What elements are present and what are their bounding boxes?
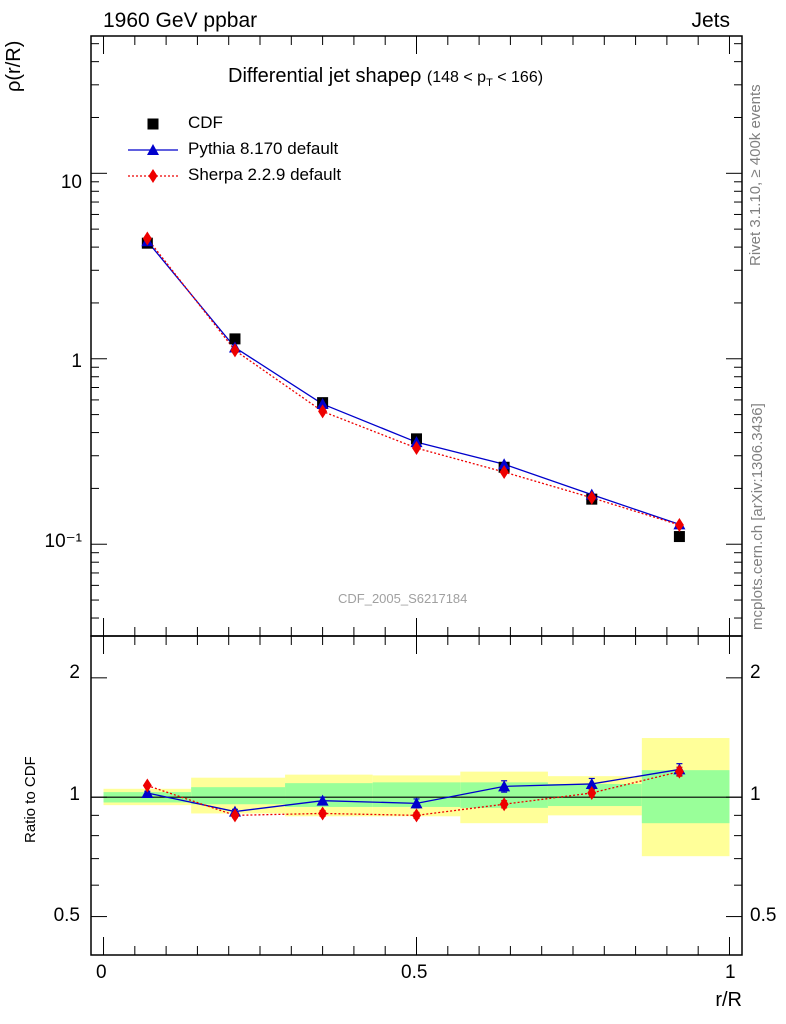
ratio-bands bbox=[91, 738, 742, 857]
sherpa-ratio-point bbox=[587, 785, 597, 800]
ratio-y-axis-label: Ratio to CDF bbox=[22, 756, 39, 843]
pythia-ratio-point bbox=[410, 797, 423, 809]
sherpa-point bbox=[499, 465, 509, 480]
sherpa-ratio-point bbox=[142, 778, 152, 793]
sherpa-point bbox=[318, 404, 328, 419]
x-tick-label-0.5: 0.5 bbox=[401, 962, 428, 983]
ratio-tick-label-2: 2 bbox=[69, 662, 80, 683]
mcplots-side-label: mcplots.cern.ch [arXiv:1306.3436] bbox=[749, 403, 766, 630]
ratio-green-band bbox=[191, 787, 286, 805]
axis-ticks bbox=[91, 36, 742, 955]
sherpa-line bbox=[146, 238, 680, 526]
pythia-point bbox=[498, 458, 511, 470]
sherpa-ratio-point bbox=[230, 808, 240, 823]
rivet-side-label: Rivet 3.1.10, ≥ 400k events bbox=[747, 84, 764, 266]
sherpa-ratio-point bbox=[318, 806, 328, 821]
sherpa-point bbox=[674, 517, 684, 532]
pythia-ratio-point bbox=[316, 794, 329, 806]
legend-label-sherpa: Sherpa 2.2.9 default bbox=[188, 165, 342, 184]
y-tick-label-10: 10 bbox=[60, 172, 82, 193]
sherpa-ratio-point bbox=[412, 808, 421, 823]
legend-marker-pythia bbox=[147, 144, 159, 155]
cdf-point bbox=[229, 333, 241, 345]
x-tick-label-1: 1 bbox=[725, 962, 736, 983]
pythia-line bbox=[146, 240, 680, 525]
sherpa-ratio-point bbox=[674, 764, 684, 779]
ratio-tick-label-right-0.5: 0.5 bbox=[750, 905, 777, 926]
ratio-tick-label-1: 1 bbox=[69, 784, 80, 805]
ratio-tick-label-right-1: 1 bbox=[750, 784, 761, 805]
ratio-tick-label-0.5: 0.5 bbox=[53, 905, 80, 926]
chart-title: Differential jet shapeρ (148 < pT < 166) bbox=[228, 65, 543, 89]
sherpa-point bbox=[412, 441, 421, 456]
cdf-point bbox=[673, 531, 685, 543]
pythia-point bbox=[316, 398, 329, 410]
x-axis-label: r/R bbox=[715, 989, 742, 1011]
ratio-series bbox=[141, 763, 686, 823]
process-label: Jets bbox=[691, 9, 730, 32]
sherpa-point bbox=[587, 490, 597, 505]
legend-markers bbox=[128, 118, 178, 183]
chart-title-main: Differential jet shapeρ bbox=[228, 65, 422, 87]
upper-series bbox=[141, 231, 686, 543]
y-tick-label-1: 1 bbox=[71, 351, 82, 372]
chart-title-range: (148 < pT < 166) bbox=[426, 69, 544, 90]
legend-label-pythia: Pythia 8.170 default bbox=[188, 139, 339, 158]
ratio-tick-label-right-2: 2 bbox=[750, 662, 761, 683]
upper-y-axis-label: ρ(r/R) bbox=[3, 40, 25, 92]
y-tick-label-0.1: 10⁻¹ bbox=[44, 531, 83, 552]
pythia-ratio-point bbox=[498, 780, 511, 792]
sherpa-point bbox=[142, 231, 152, 246]
x-tick-label-0: 0 bbox=[96, 962, 107, 983]
pythia-ratio-point bbox=[585, 777, 598, 789]
legend-label-cdf: CDF bbox=[188, 113, 223, 132]
sherpa-ratio-point bbox=[499, 797, 509, 812]
legend-marker-cdf bbox=[147, 118, 159, 130]
analysis-watermark: CDF_2005_S6217184 bbox=[338, 591, 468, 606]
legend-marker-sherpa bbox=[148, 169, 158, 183]
sherpa-point bbox=[230, 343, 240, 358]
energy-label: 1960 GeV ppbar bbox=[103, 9, 258, 32]
